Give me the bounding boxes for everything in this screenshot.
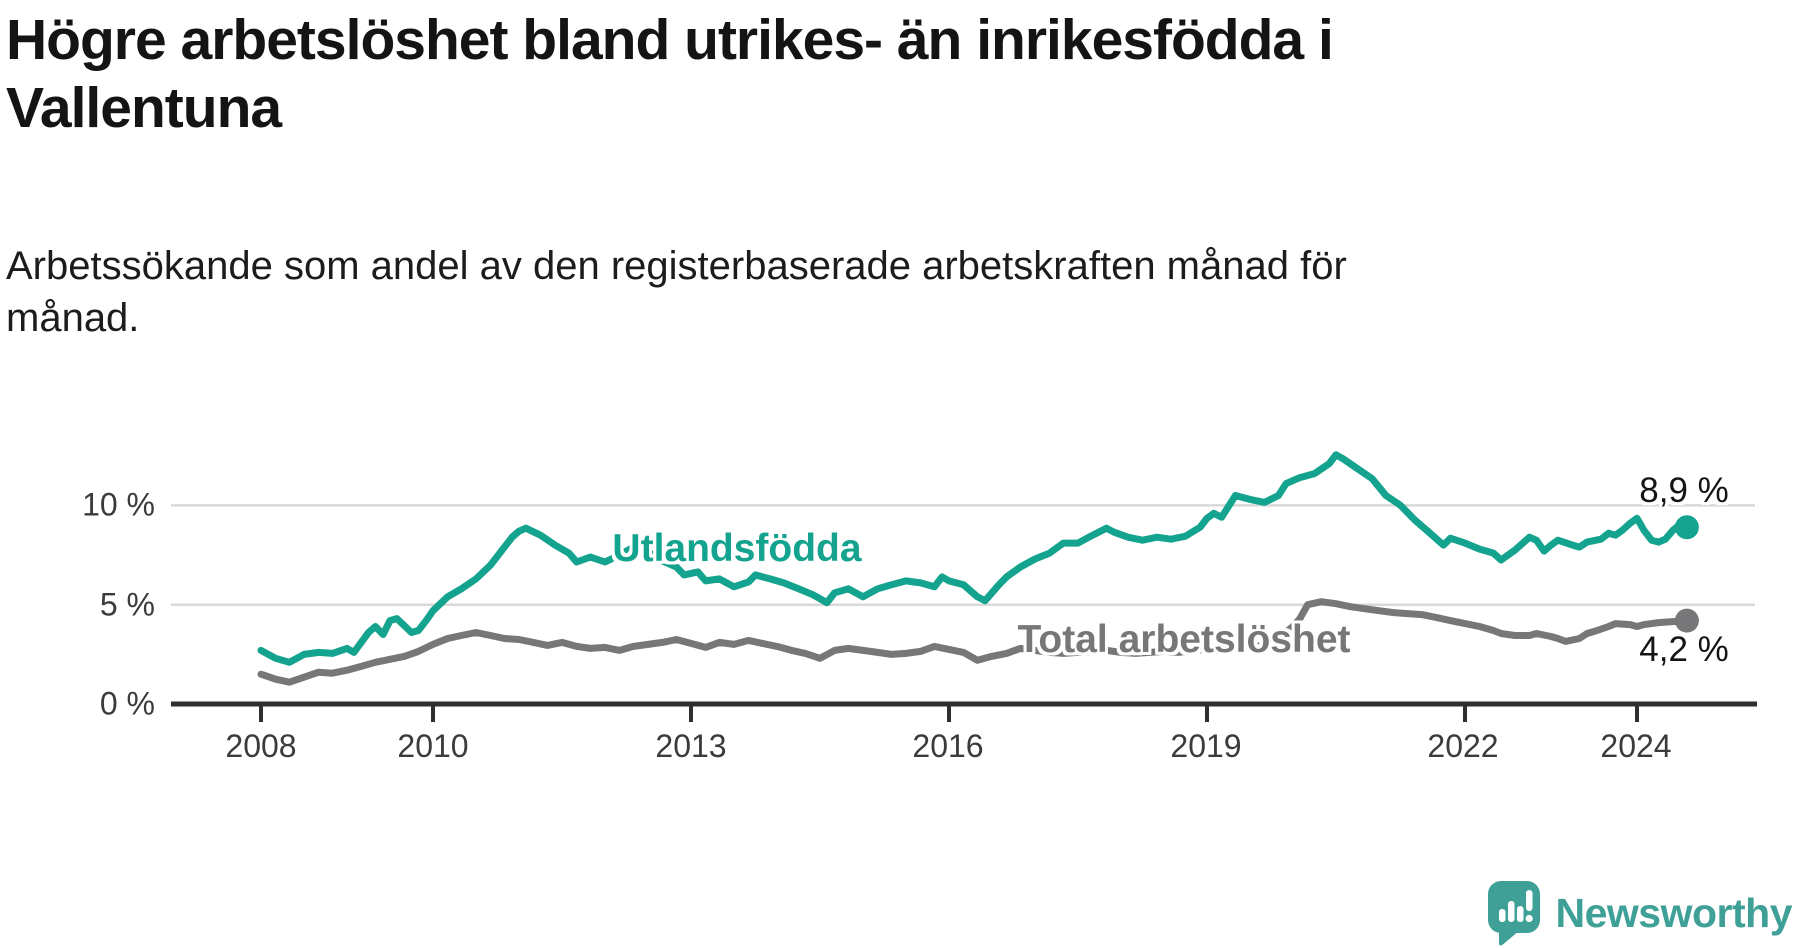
chart-subtitle-line2: månad. <box>6 296 140 340</box>
x-axis-label-2024: 2024 <box>1600 728 1672 764</box>
newsworthy-logo: Newsworthy <box>1486 881 1793 946</box>
exclamation-dot <box>1525 914 1533 923</box>
x-axis-label-2016: 2016 <box>912 728 984 764</box>
newsworthy-wordmark: Newsworthy <box>1555 889 1793 936</box>
series-label-total-arbetsloshet: Total arbetslöshet <box>1017 618 1351 661</box>
page-title-line2: Vallentuna <box>6 76 282 140</box>
x-axis-label-2022: 2022 <box>1427 728 1499 764</box>
bar-chart-glyph <box>1498 890 1533 923</box>
y-axis-label-0: 0 % <box>99 685 155 722</box>
x-axis-label-2010: 2010 <box>397 728 469 764</box>
series-end-dot <box>1674 515 1699 540</box>
newsworthy-speech-bubble-icon <box>1487 881 1540 946</box>
page-title: Högre arbetslöshet bland utrikes- än inr… <box>6 6 1746 142</box>
page-title-line1: Högre arbetslöshet bland utrikes- än inr… <box>6 8 1334 72</box>
exclamation-bar <box>1525 890 1532 911</box>
y-axis-label-10: 10 % <box>82 486 155 523</box>
series-label-utlandsfodda: Utlandsfödda <box>612 527 862 570</box>
end-value-utlandsfodda: 8,9 % <box>1639 471 1729 510</box>
x-axis-label-2008: 2008 <box>225 728 297 764</box>
series-end-dot <box>1674 608 1699 633</box>
chart-subtitle: Arbetssökande som andel av den registerb… <box>6 240 1706 344</box>
x-axis-label-2013: 2013 <box>655 728 727 764</box>
end-value-total: 4,2 % <box>1639 630 1729 669</box>
x-axis-label-2019: 2019 <box>1170 728 1242 764</box>
y-axis-label-5: 5 % <box>99 586 155 623</box>
chart-subtitle-line1: Arbetssökande som andel av den registerb… <box>6 244 1347 288</box>
